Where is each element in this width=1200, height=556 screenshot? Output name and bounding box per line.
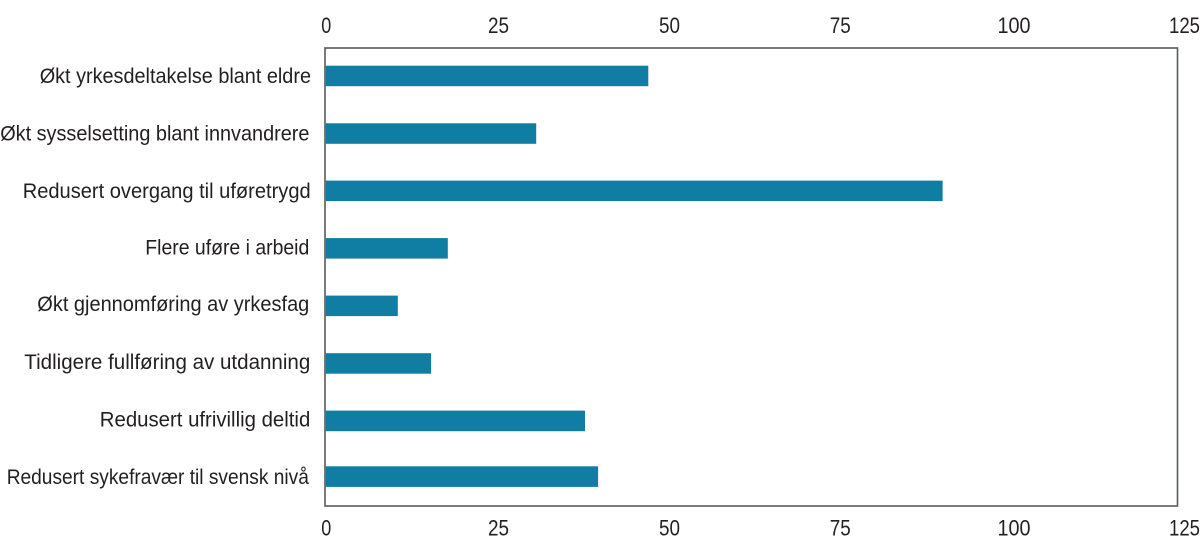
svg-text:125: 125	[1169, 13, 1200, 38]
svg-text:0: 0	[321, 515, 331, 540]
svg-text:Redusert sykefravær til svensk: Redusert sykefravær til svensk nivå	[7, 466, 309, 489]
svg-text:50: 50	[659, 13, 680, 38]
svg-text:125: 125	[1169, 515, 1200, 540]
svg-text:100: 100	[998, 515, 1031, 540]
svg-text:Redusert overgang til uføretry: Redusert overgang til uføretrygd	[23, 180, 311, 203]
svg-text:75: 75	[830, 515, 851, 540]
svg-text:25: 25	[488, 13, 509, 38]
svg-text:Redusert ufrivillig deltid: Redusert ufrivillig deltid	[100, 408, 311, 431]
svg-text:0: 0	[321, 13, 331, 38]
svg-text:Tidligere fullføring av utdann: Tidligere fullføring av utdanning	[24, 351, 310, 374]
svg-text:75: 75	[830, 13, 851, 38]
svg-text:Økt gjennomføring av yrkesfag: Økt gjennomføring av yrkesfag	[37, 293, 309, 316]
svg-text:Flere uføre i arbeid: Flere uføre i arbeid	[145, 236, 309, 259]
svg-text:50: 50	[659, 515, 680, 540]
svg-text:Økt yrkesdeltakelse blant eldr: Økt yrkesdeltakelse blant eldre	[40, 65, 311, 88]
svg-text:25: 25	[488, 515, 509, 540]
svg-text:Økt sysselsetting blant innvan: Økt sysselsetting blant innvandrere	[0, 123, 309, 146]
svg-text:100: 100	[998, 13, 1031, 38]
